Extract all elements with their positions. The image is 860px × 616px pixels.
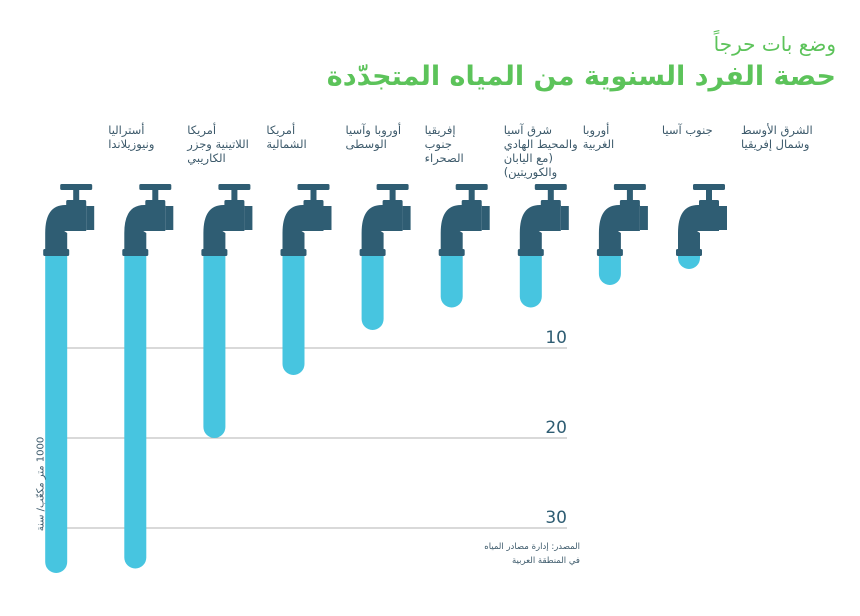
source-line-1: المصدر: إدارة مصادر المياه [484, 542, 580, 552]
faucet-icon [280, 184, 332, 256]
faucet-group: أستراليا ونيوزيلاندا [43, 122, 154, 573]
category-label-line: إفريقيا [425, 123, 456, 138]
chart-title: حصة الفرد السنوية من المياه المتجدّدة [326, 61, 836, 92]
category-label-line: والكوريتين) [504, 165, 557, 180]
category-label-line: الشمالية [266, 137, 306, 151]
y-axis-label-box: 1000 متر مكعّب/ سنة [34, 434, 48, 534]
category-label: الشرق الأوسط وشمال إفريقيا [741, 123, 813, 152]
water-bar [440, 254, 463, 308]
source-note: المصدر: إدارة مصادر المياه في المنطقة ال… [440, 540, 580, 568]
faucet-group: جنوب آسيا [596, 123, 713, 285]
water-bar [598, 254, 621, 285]
water-bar [282, 254, 305, 376]
faucet-group: شرق آسيا والمحيط الهادي (مع اليابان والكوري… [438, 123, 578, 308]
category-label-line: الكاريبي [187, 151, 225, 166]
faucet-icon [438, 184, 490, 256]
category-label: أوروبا الغربية [583, 122, 614, 152]
category-label-line: أمريكا [187, 122, 216, 138]
category-label-line: جنوب [425, 137, 452, 152]
category-label-line: اللاتينية وجزر [186, 137, 249, 152]
category-label-line: أوروبا وآسيا [346, 122, 402, 138]
category-label-line: أمريكا [266, 122, 295, 138]
faucet-icon [517, 184, 569, 256]
category-label: شرق آسيا والمحيط الهادي (مع اليابان والكوري… [504, 123, 578, 180]
water-bar [678, 254, 700, 269]
category-label: جنوب آسيا [662, 123, 713, 138]
category-label: أوروبا وآسيا الوسطى [346, 122, 402, 152]
category-label-line: وشمال إفريقيا [741, 137, 809, 152]
faucet-icon [201, 184, 253, 256]
faucet-icon [122, 184, 174, 256]
category-label: أمريكا اللاتينية وجزر الكاريبي [186, 122, 249, 166]
faucet-group: أمريكا الشمالية [201, 122, 307, 439]
faucet-icon [43, 184, 95, 256]
category-label-line: شرق آسيا [504, 123, 552, 138]
category-label-line: الغربية [583, 137, 614, 152]
category-label-line: الصحراء [425, 151, 464, 166]
category-label: إفريقيا جنوب الصحراء [425, 123, 464, 166]
category-label-line: ونيوزيلاندا [108, 137, 154, 152]
category-label-line: (مع اليابان [504, 151, 553, 165]
category-label-line: أستراليا [108, 122, 144, 138]
water-bar [124, 254, 147, 569]
faucet-icon [676, 184, 727, 256]
water-bar [519, 254, 542, 308]
water-bar [203, 254, 226, 439]
chart-subtitle: وضع بات حرجاً [713, 32, 836, 56]
water-bar [45, 254, 68, 573]
category-label: أمريكا الشمالية [266, 122, 306, 151]
category-label-line: والمحيط الهادي [504, 137, 578, 152]
y-tick-label: 30 [545, 508, 567, 528]
faucet-icon [359, 184, 411, 256]
category-label-line: الوسطى [346, 137, 387, 152]
y-tick-label: 10 [545, 328, 567, 348]
title-block: وضع بات حرجاً حصة الفرد السنوية من الميا… [327, 30, 836, 96]
faucet-group: أوروبا الغربية [517, 122, 614, 308]
category-label-line: أوروبا [583, 122, 610, 138]
y-axis-label: 1000 متر مكعّب/ سنة [35, 436, 47, 532]
faucet-group: الشرق الأوسط وشمال إفريقيا [676, 123, 813, 269]
source-line-2: في المنطقة العربية [511, 556, 580, 566]
faucet-group: إفريقيا جنوب الصحراء [359, 123, 464, 330]
category-label-line: جنوب آسيا [662, 123, 713, 138]
category-label: أستراليا ونيوزيلاندا [108, 122, 154, 152]
water-bar [361, 254, 384, 330]
faucet-icon [596, 184, 648, 256]
category-label-line: الشرق الأوسط [741, 123, 813, 138]
faucet-group: أمريكا اللاتينية وجزر الكاريبي [122, 122, 249, 569]
y-tick-label: 20 [545, 418, 567, 438]
faucet-group: أوروبا وآسيا الوسطى [280, 122, 402, 376]
